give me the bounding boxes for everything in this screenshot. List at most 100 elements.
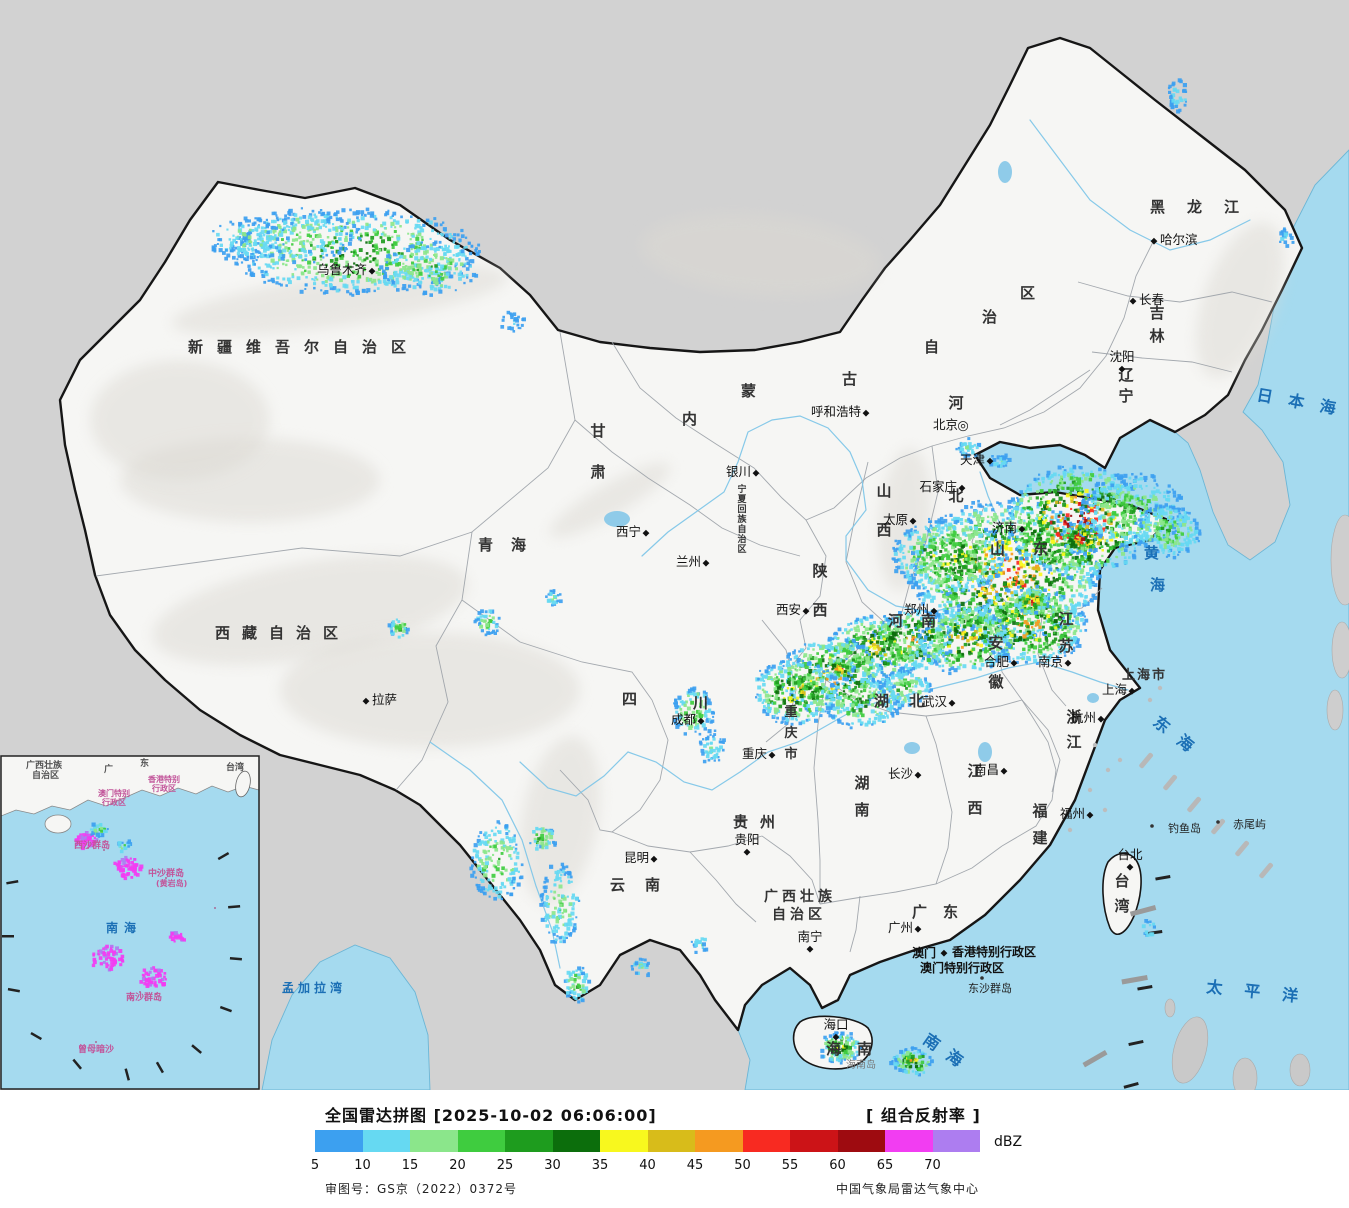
city-label: 北京	[933, 417, 958, 432]
province-label: 甘肃	[590, 422, 605, 481]
scale-cell: 30	[544, 1130, 600, 1173]
city-marker: ◆	[1151, 237, 1158, 247]
city-label: 南京	[1038, 654, 1063, 669]
province-label: 河北	[948, 394, 963, 505]
city-label: 广州	[888, 920, 913, 935]
city-marker: ◆	[987, 457, 994, 467]
province-label: 黑龙江	[1150, 198, 1261, 216]
scale-tick: 5	[310, 1158, 320, 1173]
city-label: 长春	[1139, 292, 1165, 307]
city-marker: ◆	[910, 517, 917, 527]
inset-label: 广西壮族	[26, 759, 63, 771]
city-marker: ◆	[833, 1033, 840, 1043]
city-marker: ◆	[949, 699, 956, 709]
province-label: 浙江	[1066, 708, 1081, 751]
scale-tick: 70	[924, 1158, 941, 1173]
city-label: 长沙	[888, 766, 914, 781]
inset-label: 中沙群岛	[148, 867, 184, 879]
inset-label: 西沙群岛	[74, 839, 110, 851]
province-borders	[95, 239, 1273, 953]
scale-tick: 25	[496, 1158, 514, 1173]
city-label: 郑州	[904, 602, 929, 617]
city-marker: ◆	[698, 717, 705, 727]
scale-cell: 5	[311, 1130, 363, 1173]
sea-label: 黄	[1144, 544, 1159, 562]
city-marker: ◆	[1019, 525, 1026, 535]
city-label: 南宁	[797, 929, 822, 944]
scale-tick: 30	[544, 1158, 561, 1173]
city-marker: ◆	[1129, 687, 1136, 697]
city-label: 天津	[960, 452, 985, 467]
province-label: 宁夏回族自治区	[736, 483, 747, 555]
city-marker: ◆	[803, 607, 810, 617]
scale-tick: 35	[591, 1158, 609, 1173]
city-marker: ◆	[863, 409, 870, 419]
province-label: 内	[682, 410, 697, 428]
province-label: 重庆市	[783, 704, 797, 762]
scale-cell: 10	[354, 1130, 410, 1173]
admin-region-label: 香港特别行政区	[951, 944, 1036, 959]
scale-tick: 15	[401, 1158, 419, 1173]
city-marker: ◆	[1065, 659, 1072, 669]
city-label: 兰州	[676, 554, 701, 569]
approval-number: 审图号：GS京（2022）0372号	[325, 1182, 517, 1196]
province-label: 治	[982, 308, 997, 326]
sea-label: 海	[1150, 576, 1165, 594]
scale-tick: 55	[781, 1158, 799, 1173]
scale-cell: 40	[639, 1130, 695, 1173]
province-label: 安徽	[987, 634, 1004, 691]
province-label: 区	[1020, 284, 1035, 302]
province-label: 湖南	[854, 774, 869, 819]
island-label: 海南岛	[846, 1058, 876, 1071]
inset-label: 南海	[106, 920, 142, 935]
inset-label: 香港特别	[147, 774, 180, 784]
scale-cell: 35	[592, 1130, 648, 1173]
province-label: 广东	[912, 903, 974, 921]
city-marker: ◆	[1119, 365, 1126, 375]
city-label: 福州	[1060, 806, 1085, 821]
inset-content: 广西壮族自治区广东香港特别行政区澳门特别行政区台湾南海西沙群岛中沙群岛(黄岩岛)…	[1, 756, 259, 1089]
city-marker: ◆	[959, 484, 966, 494]
city-marker: ◆	[1127, 863, 1134, 873]
scale-tick: 10	[354, 1158, 371, 1173]
city-label: 哈尔滨	[1160, 232, 1198, 247]
scale-cell: 25	[497, 1130, 553, 1173]
city-marker: ◆	[807, 945, 814, 955]
product-label: [ 组合反射率 ]	[866, 1106, 981, 1125]
city-label: 太原	[883, 512, 908, 527]
province-label: 贵州	[733, 813, 787, 831]
province-label: 蒙	[741, 382, 756, 400]
province-label: 云南	[610, 876, 680, 894]
province-label: 山东	[990, 540, 1076, 558]
city-label: 海口	[823, 1017, 848, 1032]
city-label: 济南	[992, 520, 1017, 535]
scale-cell: 15	[402, 1130, 458, 1173]
inset-label: 澳门特别	[98, 788, 130, 798]
island-label: 赤尾屿	[1233, 818, 1266, 831]
scale-cell: 65	[877, 1130, 933, 1173]
scale-cell: 20	[449, 1130, 505, 1173]
city-marker: ◆	[744, 848, 751, 858]
province-label: 古	[842, 370, 857, 388]
inset-label: 行政区	[151, 783, 176, 793]
scale-unit: dBZ	[994, 1134, 1023, 1150]
province-label: 广西壮族	[764, 888, 836, 905]
province-label: 青海	[478, 536, 544, 554]
scale-tick: 65	[876, 1158, 894, 1173]
city-marker: ◆	[651, 855, 658, 865]
credit-label: 中国气象局雷达气象中心	[836, 1182, 980, 1196]
inset-label: 台湾	[226, 761, 244, 773]
city-label: 拉萨	[372, 692, 397, 707]
city-marker: ◆	[369, 267, 376, 277]
scale-cell: 55	[782, 1130, 838, 1173]
city-marker: ◆	[1001, 767, 1008, 777]
province-label: 海南	[826, 1040, 888, 1058]
province-label: 福建	[1031, 802, 1048, 847]
city-label: 南昌	[974, 762, 999, 777]
province-label: 湖北	[874, 692, 944, 710]
inset-label: 行政区	[101, 797, 126, 807]
scale-cell: 50	[734, 1130, 790, 1173]
city-marker: ◆	[1098, 715, 1105, 725]
city-marker: ◆	[915, 925, 922, 935]
